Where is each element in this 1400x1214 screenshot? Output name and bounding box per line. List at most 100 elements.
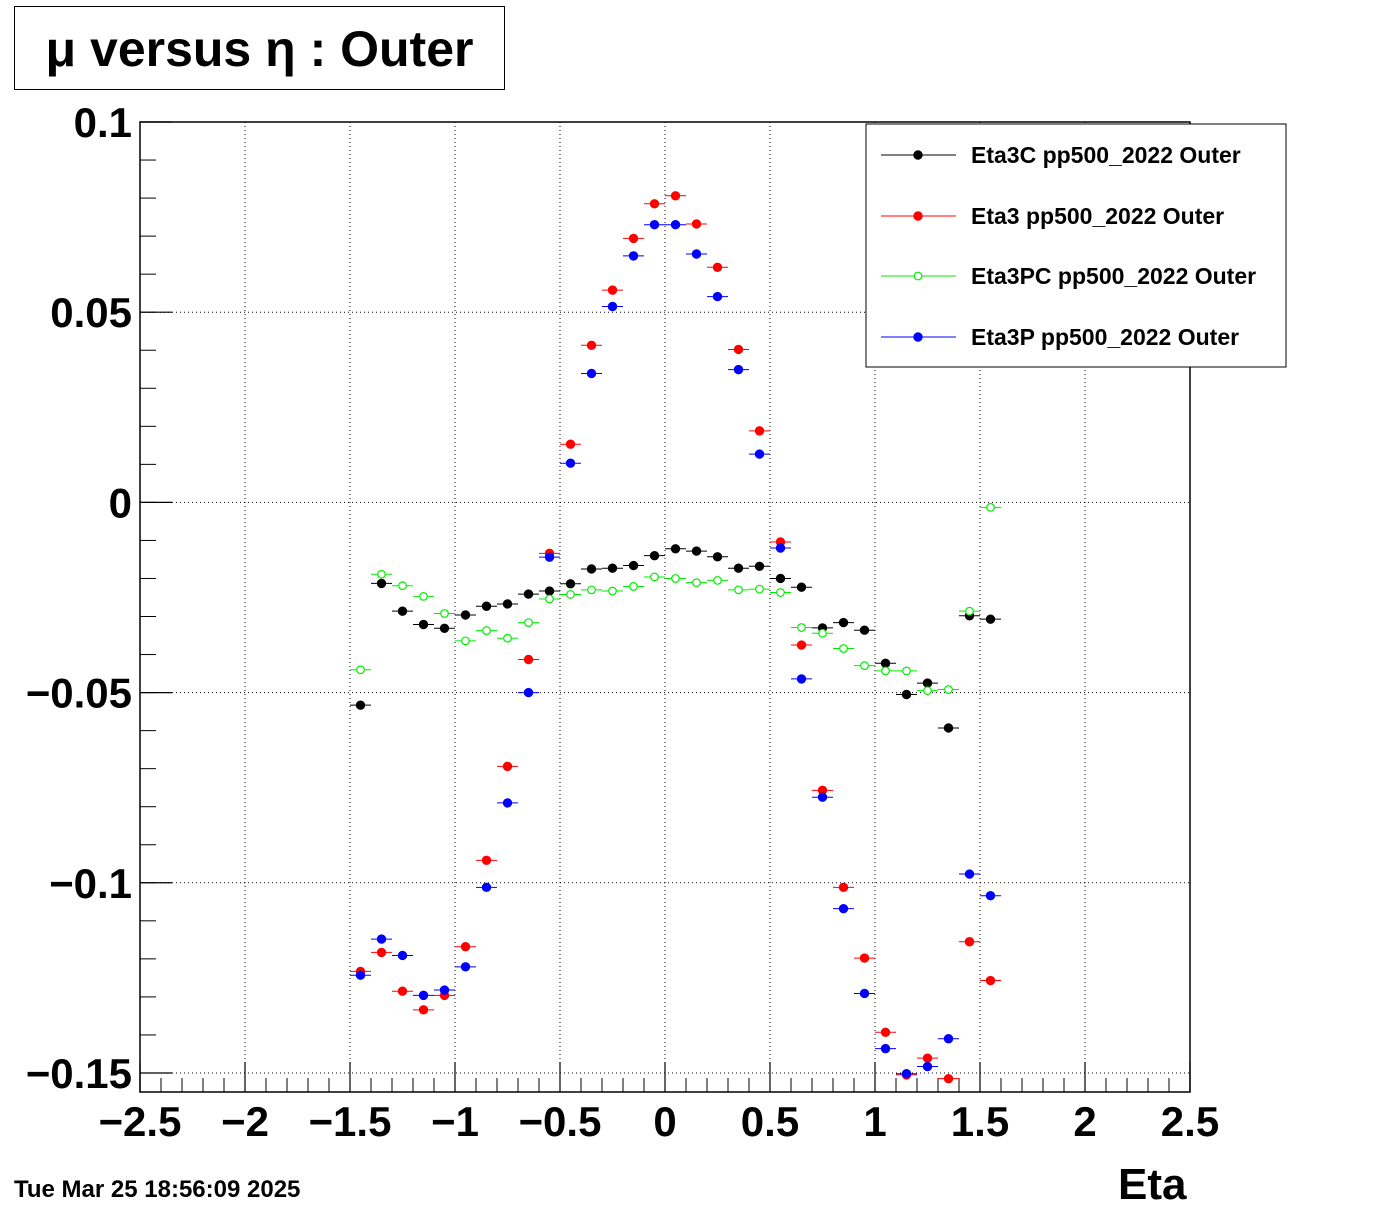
x-axis-title: Eta [1118, 1160, 1187, 1209]
data-point [775, 543, 786, 553]
data-point [838, 903, 849, 914]
data-point [712, 262, 723, 273]
series-group [350, 502, 1001, 696]
data-point [943, 1073, 954, 1084]
data-point [565, 579, 576, 589]
data-point [754, 426, 765, 436]
data-point [628, 251, 639, 261]
x-tick-label: −2.5 [99, 1098, 182, 1145]
y-axis: 0.1 0.05 0 −0.05 −0.1 −0.15 [26, 99, 172, 1097]
data-point [733, 344, 744, 355]
data-point [544, 586, 555, 596]
legend-label: Eta3 pp500_2022 Outer [971, 203, 1224, 229]
data-point [419, 591, 428, 601]
x-tick-label: −2 [221, 1098, 269, 1145]
x-tick-label: −1.5 [309, 1098, 392, 1145]
data-point [859, 988, 870, 999]
timestamp: Tue Mar 25 18:56:09 2025 [14, 1176, 301, 1203]
data-point [838, 617, 849, 628]
data-point [881, 666, 890, 676]
data-point [817, 792, 828, 802]
data-point [397, 606, 408, 616]
data-point [439, 623, 450, 634]
data-point [481, 855, 492, 866]
data-point [460, 941, 471, 952]
data-point [544, 552, 555, 562]
data-point [691, 249, 702, 259]
data-point [964, 937, 975, 947]
data-point [965, 606, 974, 616]
data-point [754, 561, 765, 571]
data-point [565, 458, 576, 468]
data-point [922, 1053, 933, 1063]
data-point [964, 869, 975, 879]
data-point [880, 1027, 891, 1037]
data-point [859, 625, 870, 635]
data-point [650, 572, 659, 582]
data-point [460, 962, 471, 972]
data-point [460, 610, 471, 620]
data-point [754, 449, 765, 459]
data-point [838, 882, 849, 893]
data-point [418, 619, 429, 630]
data-point [418, 1005, 429, 1015]
data-point [608, 586, 617, 596]
data-point [733, 563, 744, 573]
y-tick-label: −0.15 [26, 1050, 132, 1097]
data-point [944, 685, 953, 694]
data-point [440, 609, 449, 618]
legend-swatch-marker [913, 271, 923, 281]
data-point [397, 950, 408, 961]
y-tick-label: 0.05 [50, 289, 132, 336]
legend-label: Eta3C pp500_2022 Outer [971, 142, 1241, 168]
data-point [734, 585, 743, 595]
data-point [880, 658, 891, 668]
data-point [796, 640, 807, 650]
data-point [545, 594, 554, 604]
data-point [818, 628, 827, 638]
x-tick-label: 1.5 [951, 1098, 1009, 1145]
data-point [880, 1043, 891, 1054]
data-point [376, 578, 387, 589]
y-tick-label: 0.1 [74, 99, 132, 146]
data-point [712, 291, 723, 302]
data-point [985, 614, 996, 624]
data-point [902, 666, 911, 676]
data-point [481, 601, 492, 611]
data-point [398, 581, 407, 591]
y-tick-label: 0 [109, 479, 132, 526]
y-tick-label: −0.1 [49, 860, 132, 907]
data-point [461, 636, 470, 646]
data-point [502, 599, 513, 609]
data-point [377, 569, 386, 579]
data-point [692, 578, 701, 588]
legend-label: Eta3P pp500_2022 Outer [971, 324, 1239, 350]
data-point [397, 986, 408, 996]
data-point [649, 199, 660, 209]
series-group [350, 544, 1001, 733]
legend: Eta3C pp500_2022 Outer Eta3 pp500_2022 Ou… [865, 123, 1287, 368]
chart-title-box: μ versus η : Outer [14, 6, 505, 90]
data-point [901, 689, 912, 700]
x-tick-label: −0.5 [519, 1098, 602, 1145]
data-point [481, 882, 492, 893]
x-tick-label: 0.5 [741, 1098, 799, 1145]
data-point [691, 219, 702, 229]
data-point [607, 301, 618, 312]
data-point [629, 582, 638, 591]
data-series [350, 191, 1001, 1084]
data-point [985, 891, 996, 901]
legend-swatch-marker [913, 332, 923, 342]
data-point [670, 544, 681, 554]
data-point [860, 661, 869, 670]
data-point [986, 502, 995, 512]
data-point [524, 618, 533, 627]
series-group [350, 220, 1001, 1079]
data-point [523, 589, 534, 599]
data-point [607, 285, 618, 295]
chart-title: μ versus η : Outer [45, 21, 474, 77]
data-point [755, 584, 764, 594]
legend-swatch-marker [913, 150, 923, 160]
data-point [503, 633, 512, 643]
legend-swatch-marker [913, 211, 923, 221]
